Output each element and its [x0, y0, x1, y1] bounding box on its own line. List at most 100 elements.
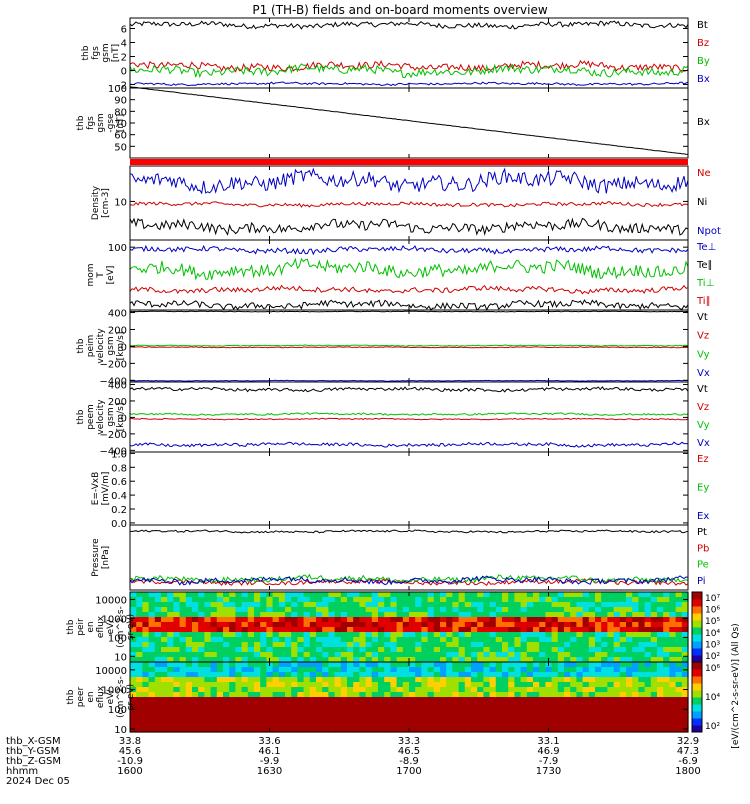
spectrogram-peir-eflux-ylabel-line: (cm^2-s-	[116, 606, 126, 648]
spectrogram-peer-eflux-colorbar-label: 10⁴	[705, 693, 720, 703]
spectrogram-peer-eflux-image	[130, 662, 689, 733]
spectrogram-peer-eflux-tick-label: 10000	[95, 666, 127, 677]
panel-peem-velocity-legend-vt: Vt	[697, 384, 708, 395]
panel-peim-velocity-tick-label: −400	[100, 376, 127, 387]
x-row-value: 45.6	[119, 746, 141, 757]
panel-peim-velocity-ylabel-line: thb	[76, 338, 86, 353]
spectrogram-peir-eflux-tick-label: 10	[114, 652, 127, 663]
x-row-value: 1700	[396, 766, 421, 777]
panel-peim-velocity-ylabel-line: peim	[86, 335, 96, 358]
panel-peem-velocity-legend-vx: Vx	[697, 438, 710, 449]
panel-pressure-series-pi	[129, 575, 689, 586]
panel-fgs-legend-bx: Bx	[697, 74, 710, 85]
panel-fgs-btot-legend-bx: Bx	[697, 117, 710, 128]
panel-peem-velocity-tick-label: 200	[108, 397, 127, 408]
panel-temperature-series-ti	[129, 257, 689, 281]
panel-efield-frame	[129, 451, 689, 526]
x-row-value: 46.5	[398, 746, 420, 757]
panel-fgs-btot-ylabel-line: -gse	[106, 113, 116, 133]
spectrogram-peir-eflux-colorbar-label: 10⁶	[705, 606, 720, 616]
panel-fgs-btot-ylabel-line: [nT]	[116, 114, 126, 132]
x-row-value: -7.9	[539, 756, 559, 767]
spectrogram-peer-eflux-ylabel-line: eflux	[96, 685, 106, 708]
panel-peem-velocity-ylabel: thb peem velocity gsm [km/s]	[76, 399, 126, 435]
panel-peem-velocity-legend-vz: Vz	[697, 402, 709, 413]
panel-temperature-ylabel-line: [eV]	[106, 266, 116, 285]
panel-fgs-btot-tick-label: 80	[114, 107, 127, 118]
spectrogram-peer-eflux-tick-label: 1000	[102, 686, 127, 697]
panel-temperature-legend-ti: Ti⊥	[696, 278, 714, 289]
colorbar-axis-label: [eV/(cm^2-s-sr-eV)] (All Qs)	[731, 623, 741, 748]
panel-density-series-npot	[129, 167, 689, 195]
x-row-label-hhmm: hhmm	[6, 766, 38, 777]
panel-peem-velocity-tick-label: 400	[108, 380, 127, 391]
x-row-value: 33.1	[537, 736, 559, 747]
spectrogram-peir-eflux-ylabel: thb peir en eflux eV/(cm^2-s-sr-eV)	[66, 606, 136, 648]
panel-fgs-btot-ylabel-line: thb	[76, 115, 86, 130]
panel-fgs-ylabel-line: thb	[81, 45, 91, 60]
panel-efield-ylabel-line: E=-VxB	[91, 472, 101, 506]
panel-efield-tick-label: 0.4	[111, 491, 127, 502]
panel-peem-velocity-ylabel-line: gsm	[106, 407, 116, 426]
panel-fgs-series-bx	[129, 81, 689, 87]
panel-fgs-legend-by: By	[697, 56, 710, 67]
panel-density-tick-label: 10	[114, 197, 127, 208]
spectrogram-peir-eflux-ylabel-line: en	[86, 621, 96, 632]
panel-peim-velocity-ylabel-line: gsm	[106, 336, 116, 355]
panel-fgs-tick-label: 6	[121, 25, 127, 36]
x-row-value: 1600	[117, 766, 142, 777]
spectrogram-peir-eflux-tick-label: 1000	[102, 614, 127, 625]
panel-temperature-series-ti	[129, 284, 689, 295]
panel-peem-velocity-tick-label: 0	[121, 413, 127, 424]
panel-pressure-legend-pt: Pt	[697, 527, 707, 538]
panel-temperature-legend-te: Te∥	[696, 260, 713, 271]
panel-density-ylabel-line: [cm-3]	[101, 188, 111, 218]
panel-pressure-series-pb	[129, 578, 689, 587]
x-row-label-thbzgsm: thb_Z-GSM	[6, 756, 61, 767]
panel-fgs-ylabel-line: fgs	[91, 46, 101, 60]
panel-peim-velocity-legend-vz: Vz	[697, 331, 709, 342]
panel-fgs-ylabel-line: [nT]	[111, 44, 121, 62]
panel-peem-velocity-series-vt	[129, 386, 689, 393]
spectrogram-peer-eflux-ylabel-line: sr-eV)	[126, 684, 136, 710]
panel-efield-legend-ex: Ex	[697, 511, 709, 522]
x-row-value: -6.9	[678, 756, 698, 767]
x-row-value: 46.9	[537, 746, 559, 757]
panel-peim-velocity-ylabel-line: [km/s]	[116, 332, 126, 361]
x-row-label-thbxgsm: thb_X-GSM	[6, 736, 61, 747]
x-row-value: -10.9	[117, 756, 143, 767]
spectrogram-peer-eflux-colorbar-label: 10²	[705, 722, 720, 732]
spectrogram-peir-eflux-ylabel-line: sr-eV)	[126, 614, 136, 640]
panel-peem-velocity-frame	[129, 381, 689, 453]
spectrogram-peir-eflux-ylabel-line: peir	[76, 618, 86, 636]
panel-peim-velocity-series-vz	[130, 346, 689, 349]
panel-peim-velocity-legend-vx: Vx	[697, 368, 710, 379]
panel-fgs-btot-tick-label: 100	[108, 84, 127, 95]
panel-pressure-ylabel: Pressure [nPa]	[91, 538, 111, 577]
panel-peim-velocity-tick-label: 0	[121, 342, 127, 353]
panel-temperature-ylabel: mom T [eV]	[86, 263, 116, 286]
x-row-value: 33.6	[258, 736, 280, 747]
spectrogram-peer-eflux-colorbar	[692, 662, 702, 733]
spectrogram-peir-eflux-colorbar-label: 10⁵	[705, 617, 720, 627]
x-row-value: 33.3	[398, 736, 420, 747]
spectrogram-peer-eflux-ylabel-line: eV/	[106, 689, 116, 705]
panel-fgs-btot-tick-label: 90	[114, 96, 127, 107]
panel-fgs-btot-ylabel-line: gsm	[96, 113, 106, 132]
panel-peem-velocity-tick-label: −400	[100, 446, 127, 457]
panel-fgs-btot-ylabel: thb fgs gsm -gse [nT]	[76, 113, 126, 133]
panel-fgs-frame	[129, 17, 689, 89]
x-row-value: 46.1	[258, 746, 280, 757]
panel-peem-velocity-ylabel-line: thb	[76, 409, 86, 424]
panel-fgs-series-bz	[129, 59, 689, 73]
panel-fgs-series-by	[129, 63, 689, 79]
spectrogram-peir-eflux-colorbar-label: 10²	[705, 652, 720, 662]
spectrogram-peer-eflux-colorbar-label: 10⁶	[705, 664, 720, 674]
panel-density-series-ni	[129, 217, 689, 236]
panel-efield-tick-label: 0.8	[111, 463, 127, 474]
panel-peim-velocity-tick-label: 200	[108, 325, 127, 336]
panel-peem-velocity-ylabel-line: peem	[86, 404, 96, 430]
plot-title: P1 (TH-B) fields and on-board moments ov…	[252, 3, 548, 17]
panel-pressure-ylabel-line: Pressure	[91, 538, 101, 577]
